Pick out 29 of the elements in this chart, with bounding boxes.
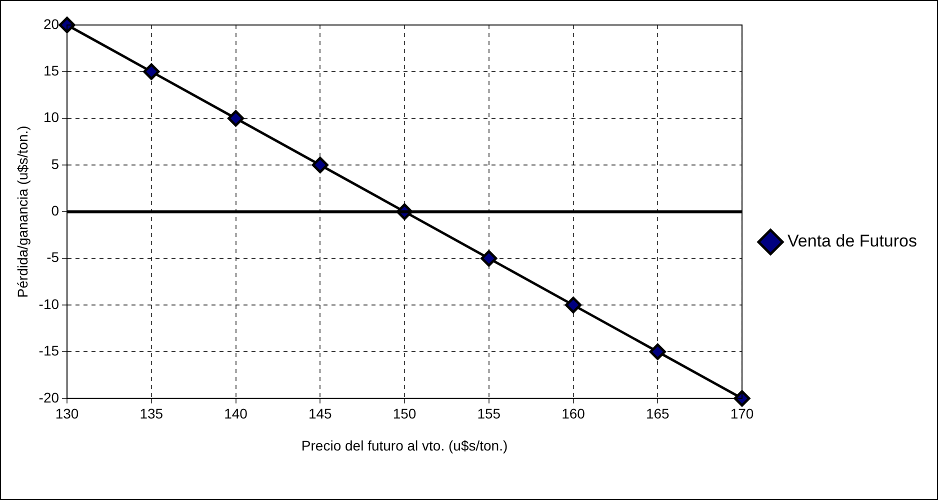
x-tick-label: 135 [140, 406, 164, 422]
point [734, 390, 750, 407]
point [649, 343, 666, 360]
y-tick-label: 5 [51, 156, 60, 172]
point [143, 63, 160, 80]
x-tick-label: 130 [55, 406, 79, 422]
legend-label: Venta de Futuros [788, 232, 918, 251]
point [565, 296, 582, 314]
x-tick-label: 165 [646, 406, 670, 422]
x-axis-title: Precio del futuro al vto. (u$s/ton.) [301, 437, 508, 454]
y-tick-label: 20 [43, 16, 60, 32]
y-tick-label: -5 [46, 249, 60, 266]
point [228, 110, 244, 127]
y-tick-label: 10 [43, 109, 60, 126]
y-tick-label: -20 [38, 389, 60, 406]
x-tick-label: 140 [224, 406, 248, 422]
x-tick-label: 170 [730, 406, 754, 422]
x-tick-label: 160 [562, 406, 586, 422]
y-tick-label: 0 [51, 202, 60, 219]
point [480, 250, 498, 267]
y-tick-label: 15 [43, 62, 60, 79]
point [312, 156, 328, 174]
x-tick-label: 145 [308, 406, 332, 422]
x-tick-label: 150 [392, 406, 416, 422]
x-tick-label: 155 [477, 406, 501, 422]
y-axis-title: Pérdida/ganancia (u$s/ton.) [14, 126, 30, 298]
point [58, 16, 76, 34]
y-tick-label: -10 [38, 296, 60, 312]
y-tick-label: -15 [38, 342, 60, 359]
